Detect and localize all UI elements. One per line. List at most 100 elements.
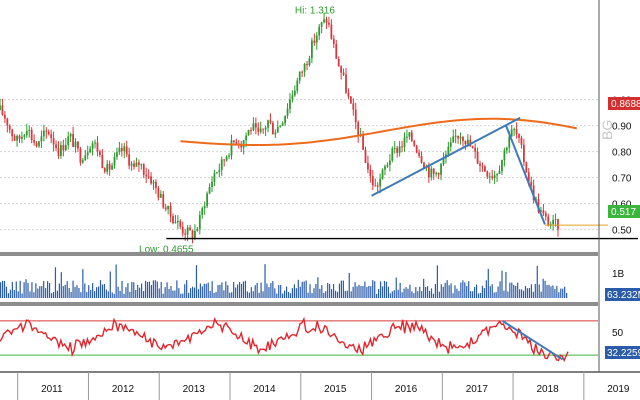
volume-bar (64, 284, 66, 298)
volume-bar (99, 280, 102, 298)
volume-bar (530, 284, 532, 298)
candle-body (135, 162, 138, 167)
volume-bar (43, 281, 45, 298)
volume-bar (313, 288, 315, 298)
candle-body (264, 127, 267, 130)
rsi-line (0, 316, 569, 363)
volume-bar (323, 292, 325, 298)
volume-bar (276, 293, 278, 298)
volume-bar (385, 281, 388, 298)
volume-bar (287, 291, 290, 298)
candle-body (64, 145, 67, 151)
candle-body (137, 162, 140, 166)
volume-bar (176, 280, 178, 298)
volume-bar (483, 288, 485, 298)
volume-bar (491, 284, 493, 298)
candle-body (462, 137, 464, 141)
candle-body (150, 176, 152, 184)
candle-body (393, 147, 396, 149)
candle-body (430, 168, 433, 178)
candle-body (488, 176, 491, 178)
volume-bar (186, 280, 188, 298)
candle-body (159, 194, 162, 198)
candle-body (335, 44, 338, 59)
candle-body (267, 120, 269, 128)
candle-body (130, 163, 133, 166)
candle-body (532, 185, 535, 201)
volume-bar (552, 285, 554, 298)
volume-bar (154, 280, 156, 298)
volume-bar (90, 289, 92, 298)
candle-body (515, 129, 518, 135)
last-price-label: 0.517 (611, 207, 636, 218)
candle-body (328, 22, 330, 25)
candle-body (147, 176, 150, 178)
volume-bar (95, 287, 98, 298)
candle-body (118, 148, 121, 153)
candle-body (28, 129, 31, 132)
volume-bar (477, 293, 480, 298)
candle-body (503, 150, 506, 161)
candle-body (301, 71, 304, 73)
volume-bar (246, 291, 248, 298)
candle-body (381, 169, 384, 179)
volume-bar (399, 282, 401, 298)
volume-bar (503, 290, 505, 298)
volume-bar (50, 293, 53, 298)
volume-bar (520, 289, 523, 298)
volume-bar (401, 292, 403, 298)
volume-bar (528, 288, 531, 298)
volume-bar (475, 284, 478, 298)
volume-bar (519, 289, 521, 298)
volume-bar (92, 283, 94, 298)
candle-body (501, 160, 503, 172)
volume-bar (405, 287, 407, 298)
candle-body (505, 147, 508, 151)
volume-bar (505, 272, 507, 298)
volume-bar (203, 283, 205, 298)
candle-body (169, 205, 172, 217)
volume-bar (3, 281, 6, 298)
volume-bar (117, 286, 119, 298)
candle-body (406, 136, 408, 138)
volume-bar (139, 287, 141, 298)
volume-bar (266, 283, 268, 298)
candle-body (408, 132, 411, 137)
candle-body (415, 145, 418, 153)
candle-body (23, 135, 26, 137)
volume-bar (60, 272, 62, 298)
candle-body (513, 129, 516, 131)
volume-bar (495, 292, 497, 298)
candle-body (508, 136, 511, 148)
volume-bar (542, 278, 544, 298)
candle-body (42, 130, 45, 137)
volume-bar (344, 291, 346, 298)
volume-bar (5, 286, 8, 298)
candle-body (459, 137, 462, 139)
high-annotation: Hi: 1.316 (295, 5, 335, 16)
volume-bar (432, 293, 435, 298)
volume-bar (127, 283, 129, 298)
volume-bar (293, 284, 295, 298)
candle-body (116, 152, 118, 157)
volume-bar (409, 284, 411, 298)
volume-bar (511, 282, 513, 298)
volume-badge (605, 288, 640, 301)
candle-body (466, 139, 469, 145)
candle-body (40, 136, 43, 142)
candle-body (189, 227, 191, 231)
volume-bar (442, 286, 444, 298)
candle-body (72, 134, 75, 147)
volume-bar (105, 289, 107, 298)
volume-bar (430, 288, 433, 298)
volume-bar (240, 283, 243, 298)
volume-bar (397, 289, 399, 298)
candle-body (252, 123, 255, 131)
candle-body (318, 26, 321, 36)
volume-bar (350, 291, 352, 298)
candle-body (230, 140, 233, 156)
volume-bar (285, 286, 288, 298)
candle-body (530, 181, 533, 186)
candle-body (547, 216, 550, 226)
x-tick-label: 2018 (536, 384, 559, 395)
